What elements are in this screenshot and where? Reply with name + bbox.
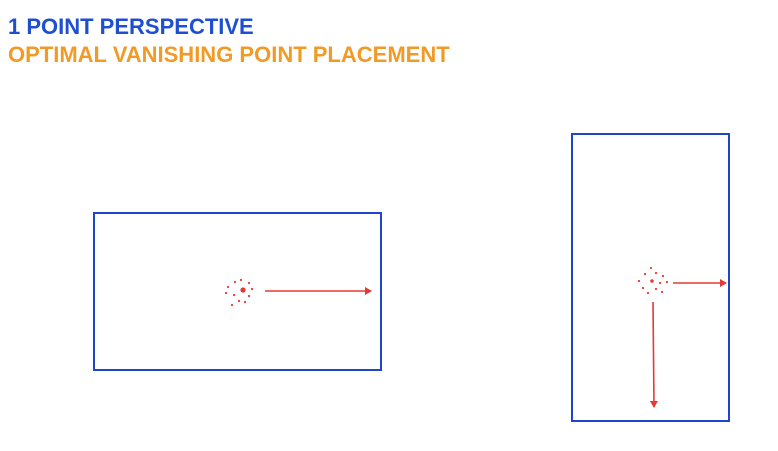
direction-arrow-down (649, 301, 658, 408)
page-subtitle: OPTIMAL VANISHING POINT PLACEMENT (8, 42, 450, 67)
vanishing-point-marker (637, 266, 669, 295)
portrait-frame (571, 133, 730, 422)
vanishing-point-marker (224, 278, 254, 307)
page-title: 1 POINT PERSPECTIVE (8, 14, 254, 39)
landscape-frame (93, 212, 382, 371)
landscape-diagram (93, 212, 382, 371)
portrait-diagram (571, 133, 730, 422)
